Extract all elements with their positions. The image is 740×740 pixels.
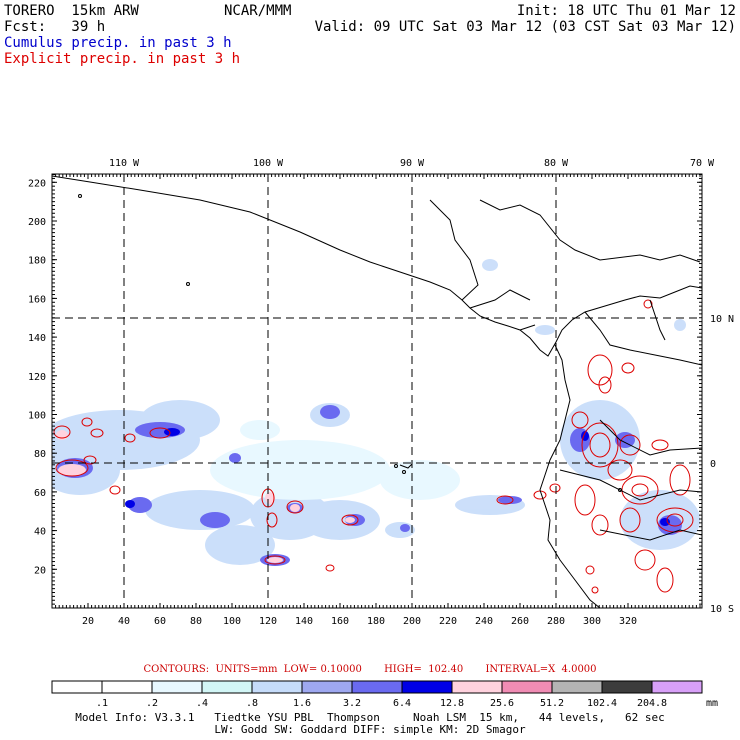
x-tick-label: 160 — [331, 616, 349, 627]
colorbar-swatch — [351, 680, 403, 694]
field-label-cumulus: Cumulus precip. in past 3 h — [4, 35, 232, 51]
colorbar-swatch — [101, 680, 153, 694]
colorbar-labels: .1 .2 .4 .8 1.6 3.2 6.4 12.8 25.6 51.2 102.4 204.8 — [96, 698, 667, 709]
longitude-label: 100 W — [253, 158, 284, 169]
y-tick-label: 40 — [34, 527, 46, 538]
x-tick-label: 240 — [475, 616, 493, 627]
latitude-labels: 10 N 0 10 S — [710, 314, 734, 615]
y-tick-label: 20 — [34, 565, 46, 576]
y-tick-label: 80 — [34, 449, 46, 460]
colorbar-swatch — [251, 680, 303, 694]
y-tick-label: 100 — [28, 411, 46, 422]
x-tick-label: 180 — [367, 616, 385, 627]
x-tick-label: 40 — [118, 616, 130, 627]
colorbar-swatch — [51, 680, 103, 694]
x-tick-label: 200 — [403, 616, 421, 627]
latitude-label: 10 N — [710, 314, 734, 325]
latlon-grid — [52, 174, 702, 608]
colorbar-label: .8 — [246, 698, 258, 709]
y-tick-label: 140 — [28, 333, 46, 344]
longitude-label: 80 W — [544, 158, 569, 169]
colorbar-label: 3.2 — [343, 698, 361, 709]
x-tick-label: 140 — [295, 616, 313, 627]
contours-info: CONTOURS: UNITS=mm LOW= 0.10000 HIGH= 10… — [143, 664, 597, 675]
x-tick-label: 20 — [82, 616, 94, 627]
y-tick-label: 200 — [28, 217, 46, 228]
coastlines — [52, 175, 702, 608]
colorbar-label: 6.4 — [393, 698, 411, 709]
latitude-label: 10 S — [710, 604, 734, 615]
colorbar-label: 51.2 — [540, 698, 564, 709]
plot-frame — [51, 173, 703, 609]
colorbar-label: .2 — [146, 698, 158, 709]
colorbar-label: .4 — [196, 698, 208, 709]
colorbar-swatch — [601, 680, 653, 694]
y-axis: 20 40 60 80 100 120 140 160 180 200 220 — [28, 174, 702, 605]
colorbar-swatch — [501, 680, 553, 694]
colorbar-unit: mm — [706, 698, 718, 709]
x-axis: 20 40 60 80 100 120 140 160 180 200 220 240 260 280 30… — [55, 174, 701, 627]
model-info: Model Info: V3.3.1 Tiedtke YSU PBL Thomp… — [75, 711, 665, 724]
x-tick-label: 100 — [223, 616, 241, 627]
colorbar-swatch — [301, 680, 353, 694]
precip-shading — [52, 259, 700, 594]
longitude-label: 70 W — [690, 158, 715, 169]
y-tick-label: 220 — [28, 178, 46, 189]
y-tick-label: 160 — [28, 294, 46, 305]
colorbar-swatch — [151, 680, 203, 694]
init-time: Init: 18 UTC Thu 01 Mar 12 — [516, 3, 736, 19]
valid-time: Valid: 09 UTC Sat 03 Mar 12 (03 CST Sat … — [314, 19, 736, 35]
x-tick-label: 320 — [619, 616, 637, 627]
colorbar-label: 25.6 — [490, 698, 514, 709]
longitude-label: 90 W — [400, 158, 425, 169]
longitude-labels: 110 W 100 W 90 W 80 W 70 W — [109, 158, 715, 169]
colorbar-swatch — [651, 680, 703, 694]
x-tick-label: 220 — [439, 616, 457, 627]
y-tick-label: 180 — [28, 256, 46, 267]
field-label-explicit: Explicit precip. in past 3 h — [4, 51, 241, 67]
colorbar-swatch — [201, 680, 253, 694]
colorbar-swatch — [451, 680, 503, 694]
colorbar-swatch — [401, 680, 453, 694]
colorbar-label: .1 — [96, 698, 108, 709]
colorbar-swatch — [551, 680, 603, 694]
longitude-label: 110 W — [109, 158, 140, 169]
colorbar — [51, 680, 703, 694]
x-tick-label: 60 — [154, 616, 166, 627]
colorbar-label: 102.4 — [587, 698, 617, 709]
colorbar-label: 204.8 — [637, 698, 667, 709]
organization-label: NCAR/MMM — [224, 3, 292, 19]
x-tick-label: 280 — [547, 616, 565, 627]
physics-info: LW: Godd SW: Goddard DIFF: simple KM: 2D… — [214, 723, 526, 736]
x-tick-label: 300 — [583, 616, 601, 627]
y-tick-label: 60 — [34, 488, 46, 499]
colorbar-label: 12.8 — [440, 698, 464, 709]
x-tick-label: 80 — [190, 616, 202, 627]
model-title: TORERO 15km ARW — [4, 3, 139, 19]
x-tick-label: 120 — [259, 616, 277, 627]
y-tick-label: 120 — [28, 372, 46, 383]
latitude-label: 0 — [710, 459, 716, 470]
forecast-hour: Fcst: 39 h — [4, 19, 106, 35]
colorbar-label: 1.6 — [293, 698, 311, 709]
x-tick-label: 260 — [511, 616, 529, 627]
